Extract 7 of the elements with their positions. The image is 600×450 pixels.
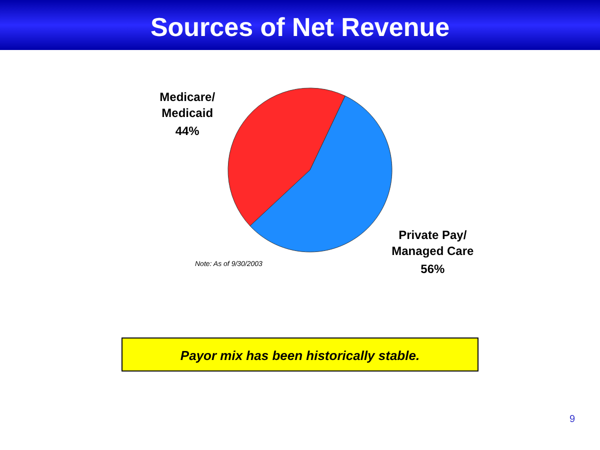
slice-label: Private Pay/ Managed Care — [392, 228, 474, 258]
data-label: 44% — [175, 124, 200, 138]
data-label: 56% — [420, 262, 445, 276]
text: Payor mix has been historically stable. — [180, 348, 420, 363]
chart-title: Sources of Net Revenue — [150, 12, 450, 42]
slice-label: Medicare/ Medicaid — [160, 90, 216, 120]
text: 9 — [569, 414, 576, 425]
